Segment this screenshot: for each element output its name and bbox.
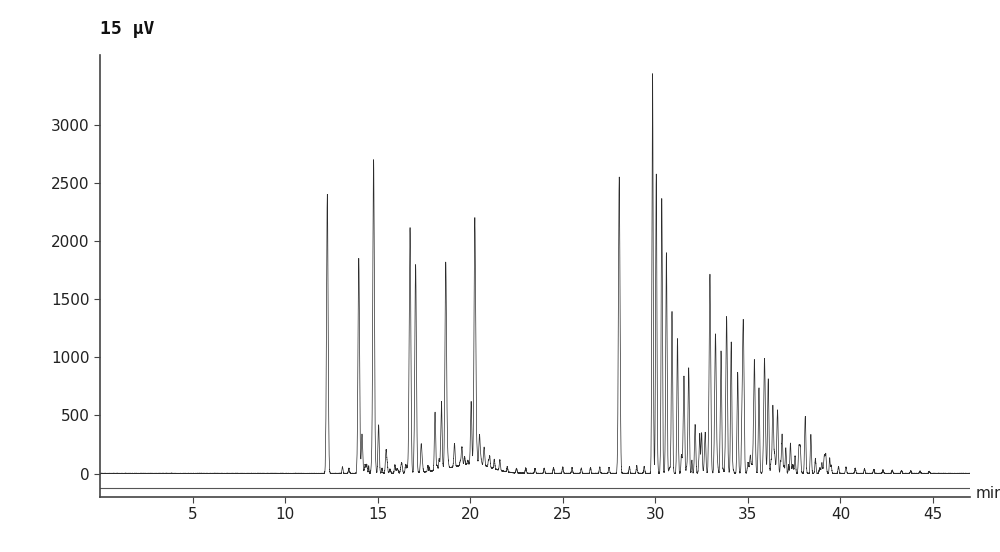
Text: min: min xyxy=(976,486,1000,501)
Text: 15 μV: 15 μV xyxy=(100,19,154,38)
